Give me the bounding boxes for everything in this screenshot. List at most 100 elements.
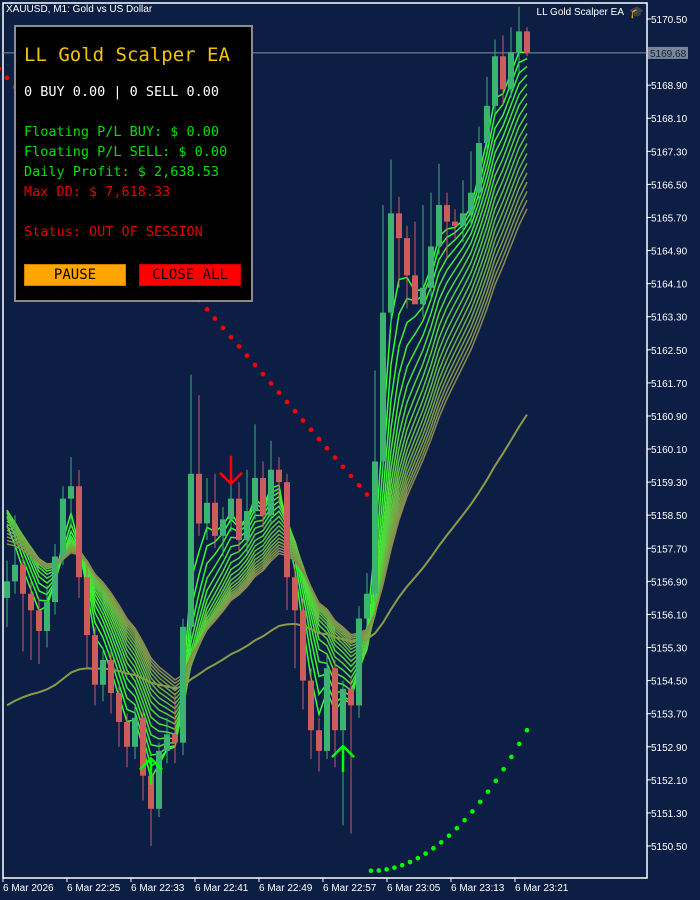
buy-trail-dot bbox=[509, 754, 514, 760]
sell-trail-dot bbox=[300, 418, 306, 423]
sell-trail-dot bbox=[332, 455, 338, 460]
buy-trail-dot bbox=[524, 727, 530, 733]
ema-ribbon-line bbox=[6, 74, 528, 748]
bull-candle bbox=[460, 213, 466, 226]
bull-candle bbox=[244, 511, 250, 541]
buy-trail-dot bbox=[423, 851, 428, 856]
bear-candle bbox=[404, 238, 410, 276]
bear-candle bbox=[116, 693, 122, 722]
buy-trail-dot bbox=[501, 766, 506, 772]
buy-trail-dot bbox=[485, 789, 491, 795]
graduation-cap-icon: 🎓 bbox=[629, 5, 644, 19]
y-tick-label: 5163.30 bbox=[651, 313, 688, 324]
y-tick-label: 5158.50 bbox=[651, 511, 688, 522]
bull-candle bbox=[356, 618, 362, 706]
sell-trail-dot bbox=[276, 390, 282, 395]
x-tick-label: 6 Mar 23:05 bbox=[387, 883, 441, 894]
y-tick-label: 5151.30 bbox=[651, 809, 688, 820]
ema-ribbon-line bbox=[6, 112, 528, 726]
bull-candle bbox=[364, 593, 370, 619]
y-tick-label: 5155.30 bbox=[651, 644, 688, 655]
buy-trail-dot bbox=[454, 825, 460, 831]
bull-candle bbox=[252, 477, 258, 512]
sell-trail-dot bbox=[268, 381, 274, 386]
bear-candle bbox=[236, 498, 242, 541]
current-price-label: 5169.68 bbox=[650, 49, 687, 60]
bear-candle bbox=[196, 473, 202, 524]
plot-frame bbox=[2, 2, 648, 879]
x-tick-label: 6 Mar 22:33 bbox=[131, 883, 185, 894]
ema-ribbon-line bbox=[6, 83, 528, 740]
bear-candle bbox=[260, 477, 266, 516]
y-tick-label: 5162.50 bbox=[651, 346, 688, 357]
y-tick-label: 5156.10 bbox=[651, 610, 688, 621]
y-tick-label: 5164.10 bbox=[651, 280, 688, 291]
bear-candle bbox=[20, 564, 26, 594]
buy-trail-dot bbox=[399, 862, 405, 868]
bull-candle bbox=[420, 287, 426, 305]
ema-ribbon-line bbox=[6, 123, 528, 720]
sell-trail-dot bbox=[252, 362, 258, 368]
bull-candle bbox=[324, 668, 330, 751]
y-tick-label: 5152.90 bbox=[651, 743, 688, 754]
close-all-button[interactable]: CLOSE ALL bbox=[139, 264, 241, 286]
bull-candle bbox=[204, 502, 210, 524]
buy-trail-dot bbox=[438, 840, 444, 845]
pause-button[interactable]: PAUSE bbox=[24, 264, 126, 286]
bear-candle bbox=[300, 610, 306, 681]
y-tick-label: 5168.90 bbox=[651, 81, 688, 92]
ema-ribbon-line bbox=[6, 208, 528, 681]
bear-candle bbox=[148, 775, 154, 809]
status-text: Status: OUT OF SESSION bbox=[24, 224, 203, 240]
bull-candle bbox=[228, 498, 234, 520]
y-tick-label: 5160.90 bbox=[651, 412, 688, 423]
ema-ribbon-line bbox=[6, 103, 528, 731]
bull-candle bbox=[372, 461, 378, 594]
chart-title: XAUUSD, M1: Gold vs US Dollar bbox=[6, 4, 153, 15]
y-tick-label: 5152.10 bbox=[651, 776, 688, 787]
bear-candle bbox=[332, 668, 338, 731]
buy-trail-dot bbox=[415, 855, 421, 861]
bear-candle bbox=[76, 486, 82, 578]
buy-trail-dot bbox=[392, 865, 397, 870]
bull-candle bbox=[220, 519, 226, 536]
buy-trail-dot bbox=[407, 859, 413, 865]
floating-pl-sell: Floating P/L SELL: $ 0.00 bbox=[24, 144, 228, 160]
bear-candle bbox=[276, 469, 282, 483]
bear-candle bbox=[316, 730, 322, 751]
sell-trail-dot bbox=[356, 482, 362, 488]
bull-candle bbox=[4, 581, 10, 598]
bull-candle bbox=[132, 717, 138, 747]
bull-candle bbox=[12, 564, 18, 582]
bear-candle bbox=[308, 680, 314, 731]
y-tick-label: 5165.70 bbox=[651, 213, 688, 224]
sell-trail-dot bbox=[236, 344, 242, 349]
sell-trail-dot bbox=[284, 399, 290, 405]
sell-trail-dot bbox=[340, 464, 346, 470]
buy-trail-dot bbox=[376, 868, 382, 873]
y-tick-label: 5153.70 bbox=[651, 710, 688, 721]
sell-trail-dot bbox=[0, 66, 2, 71]
bear-candle bbox=[92, 635, 98, 685]
sell-trail-dot bbox=[348, 473, 354, 479]
bear-candle bbox=[292, 577, 298, 611]
sell-trail-dot bbox=[228, 334, 234, 340]
ea-name-label: LL Gold Scalper EA bbox=[536, 7, 624, 18]
y-tick-label: 5150.50 bbox=[651, 842, 688, 853]
bull-candle bbox=[188, 473, 194, 627]
sell-trail-dot bbox=[308, 427, 314, 433]
sell-trail-dot bbox=[260, 371, 266, 377]
bear-candle bbox=[108, 659, 114, 694]
x-tick-label: 6 Mar 23:13 bbox=[451, 883, 505, 894]
y-tick-label: 5160.10 bbox=[651, 445, 688, 456]
panel-title: LL Gold Scalper EA bbox=[24, 44, 230, 66]
bear-candle bbox=[412, 275, 418, 305]
sell-trail-dot bbox=[220, 325, 226, 331]
daily-profit: Daily Profit: $ 2,638.53 bbox=[24, 164, 220, 180]
x-tick-label: 6 Mar 22:49 bbox=[259, 883, 313, 894]
bull-candle bbox=[68, 486, 74, 499]
buy-trail-dot bbox=[446, 833, 452, 838]
sell-trail-dot bbox=[324, 445, 330, 451]
x-tick-label: 6 Mar 22:41 bbox=[195, 883, 249, 894]
